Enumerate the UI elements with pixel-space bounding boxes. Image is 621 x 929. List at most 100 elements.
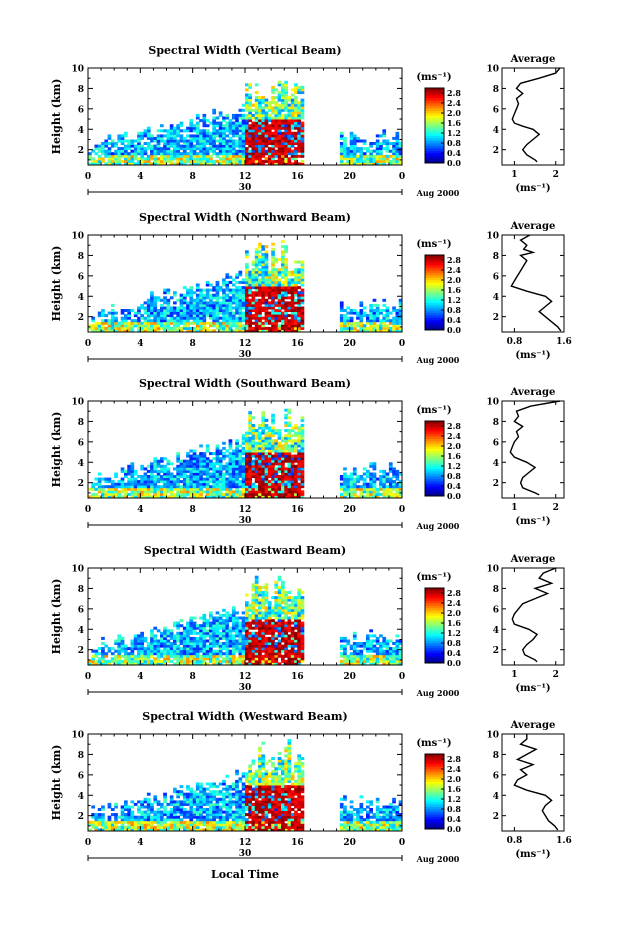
heatmap-cell: [241, 616, 246, 620]
heatmap-cell: [137, 485, 141, 489]
heatmap-cell: [362, 162, 367, 166]
heatmap-cell: [231, 490, 236, 494]
heatmap-cell: [212, 306, 216, 310]
heatmap-cell: [297, 154, 301, 158]
heatmap-cell: [173, 144, 177, 148]
heatmap-cell: [215, 303, 220, 307]
heatmap-cell: [179, 309, 184, 312]
heatmap-cell: [222, 472, 226, 476]
heatmap-cell: [267, 452, 272, 456]
heatmap-cell: [392, 467, 396, 471]
heatmap-cell: [264, 98, 269, 102]
heatmap-cell: [94, 649, 99, 653]
heatmap-cell: [238, 652, 243, 656]
heatmap-cell: [238, 472, 243, 476]
heatmap-cell: [281, 121, 285, 125]
colorbar-segment: [425, 128, 444, 131]
heatmap-cell: [294, 293, 298, 297]
heatmap-cell: [120, 487, 125, 491]
heatmap-cell: [248, 293, 252, 297]
heatmap-cell: [398, 492, 403, 496]
heatmap-cell: [146, 319, 151, 323]
heatmap-cell: [267, 441, 272, 445]
heatmap-cell: [225, 636, 230, 640]
colorbar-segment: [425, 98, 444, 101]
heatmap-cell: [254, 462, 259, 466]
heatmap-cell: [290, 142, 295, 145]
heatmap-cell: [359, 326, 364, 330]
heatmap-cell: [215, 321, 220, 325]
heatmap-cell: [235, 126, 239, 130]
heatmap-cell: [254, 275, 259, 279]
heatmap-cell: [176, 157, 180, 161]
heatmap-cell: [215, 306, 220, 310]
heatmap-cell: [160, 654, 164, 658]
heatmap-cell: [284, 142, 288, 145]
heatmap-cell: [267, 159, 272, 163]
heatmap-cell: [261, 260, 266, 264]
heatmap-cell: [251, 136, 256, 140]
heatmap-cell: [114, 157, 118, 161]
heatmap-cell: [346, 311, 351, 315]
heatmap-cell: [212, 321, 216, 325]
colorbar-tick-label: 0.4: [447, 315, 461, 325]
heatmap-cell: [189, 152, 194, 156]
heatmap-cell: [143, 495, 148, 499]
heatmap-cell: [297, 475, 301, 478]
heatmap-cell: [245, 303, 249, 307]
heatmap-cell: [274, 134, 279, 138]
heatmap-cell: [205, 329, 210, 333]
heatmap-cell: [195, 319, 200, 323]
heatmap-cell: [137, 149, 141, 153]
heatmap-cell: [231, 306, 236, 310]
heatmap-cell: [192, 329, 197, 333]
heatmap-cell: [110, 157, 115, 161]
heatmap-cell: [166, 649, 171, 653]
heatmap-cell: [258, 103, 262, 107]
heatmap-cell: [251, 603, 256, 607]
heatmap-cell: [189, 149, 194, 153]
heatmap-cell: [101, 662, 105, 666]
heatmap-cell: [120, 311, 125, 315]
heatmap-cell: [294, 329, 298, 333]
heatmap-cell: [294, 121, 298, 125]
heatmap-cell: [202, 119, 207, 123]
heatmap-cell: [261, 159, 266, 163]
heatmap-cell: [385, 326, 390, 330]
heatmap-cell: [202, 147, 207, 151]
heatmap-cell: [339, 485, 344, 489]
heatmap-cell: [117, 636, 122, 640]
heatmap-cell: [235, 659, 239, 663]
heatmap-cell: [290, 446, 295, 450]
heatmap-cell: [356, 475, 360, 478]
heatmap-cell: [294, 475, 298, 478]
heatmap-cell: [160, 147, 164, 151]
heatmap-cell: [261, 316, 266, 320]
heatmap-cell: [192, 495, 197, 499]
heatmap-cell: [297, 487, 301, 491]
heatmap-cell: [110, 492, 115, 496]
heatmap-cell: [182, 286, 187, 290]
heatmap-cell: [235, 134, 239, 138]
heatmap-cell: [189, 636, 194, 640]
heatmap-cell: [277, 124, 282, 128]
heatmap-cell: [205, 647, 210, 651]
heatmap-cell: [114, 152, 118, 156]
heatmap-cell: [274, 326, 279, 330]
heatmap-cell: [284, 321, 288, 325]
heatmap-cell: [267, 129, 272, 133]
heatmap-cell: [169, 485, 174, 489]
heatmap-cell: [222, 283, 226, 287]
heatmap-cell: [277, 444, 282, 448]
heatmap-cell: [146, 159, 151, 163]
heatmap-cell: [287, 444, 292, 448]
heatmap-cell: [117, 485, 122, 489]
heatmap-cell: [241, 303, 246, 307]
heatmap-cell: [369, 477, 373, 481]
heatmap-cell: [179, 480, 184, 484]
heatmap-cell: [137, 475, 141, 478]
heatmap-cell: [251, 316, 256, 320]
colorbar-tick-label: 2.8: [447, 88, 461, 98]
heatmap-cell: [222, 629, 226, 633]
heatmap-cell: [189, 642, 194, 645]
